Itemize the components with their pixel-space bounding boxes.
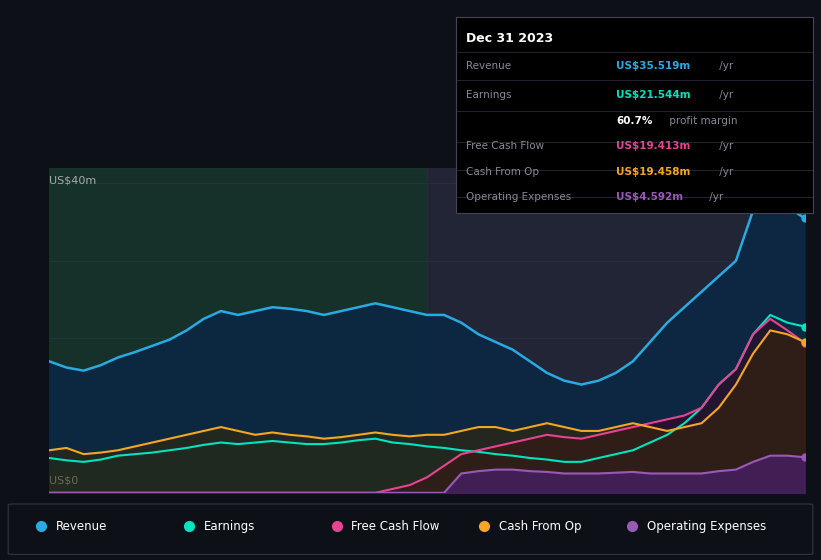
Text: /yr: /yr [717, 141, 734, 151]
Text: Earnings: Earnings [466, 90, 511, 100]
Text: /yr: /yr [706, 192, 723, 202]
Text: Cash From Op: Cash From Op [466, 167, 539, 176]
Text: US$40m: US$40m [49, 176, 97, 186]
Text: Free Cash Flow: Free Cash Flow [351, 520, 440, 533]
Bar [49, 168, 427, 493]
Text: Revenue: Revenue [466, 61, 511, 71]
Text: profit margin: profit margin [667, 116, 738, 125]
Text: Earnings: Earnings [204, 520, 255, 533]
Text: Operating Expenses: Operating Expenses [466, 192, 571, 202]
Text: US$19.458m: US$19.458m [617, 167, 690, 176]
Text: Free Cash Flow: Free Cash Flow [466, 141, 544, 151]
Text: Cash From Op: Cash From Op [499, 520, 581, 533]
Text: US$4.592m: US$4.592m [617, 192, 684, 202]
Text: Operating Expenses: Operating Expenses [647, 520, 766, 533]
Text: /yr: /yr [717, 90, 734, 100]
Text: US$21.544m: US$21.544m [617, 90, 691, 100]
Text: US$19.413m: US$19.413m [617, 141, 690, 151]
Text: 60.7%: 60.7% [617, 116, 653, 125]
Bar [427, 168, 805, 493]
Text: Revenue: Revenue [56, 520, 108, 533]
Text: US$35.519m: US$35.519m [617, 61, 690, 71]
Text: Dec 31 2023: Dec 31 2023 [466, 32, 553, 45]
Text: /yr: /yr [717, 167, 734, 176]
Text: /yr: /yr [717, 61, 734, 71]
Text: US$0: US$0 [49, 475, 79, 485]
